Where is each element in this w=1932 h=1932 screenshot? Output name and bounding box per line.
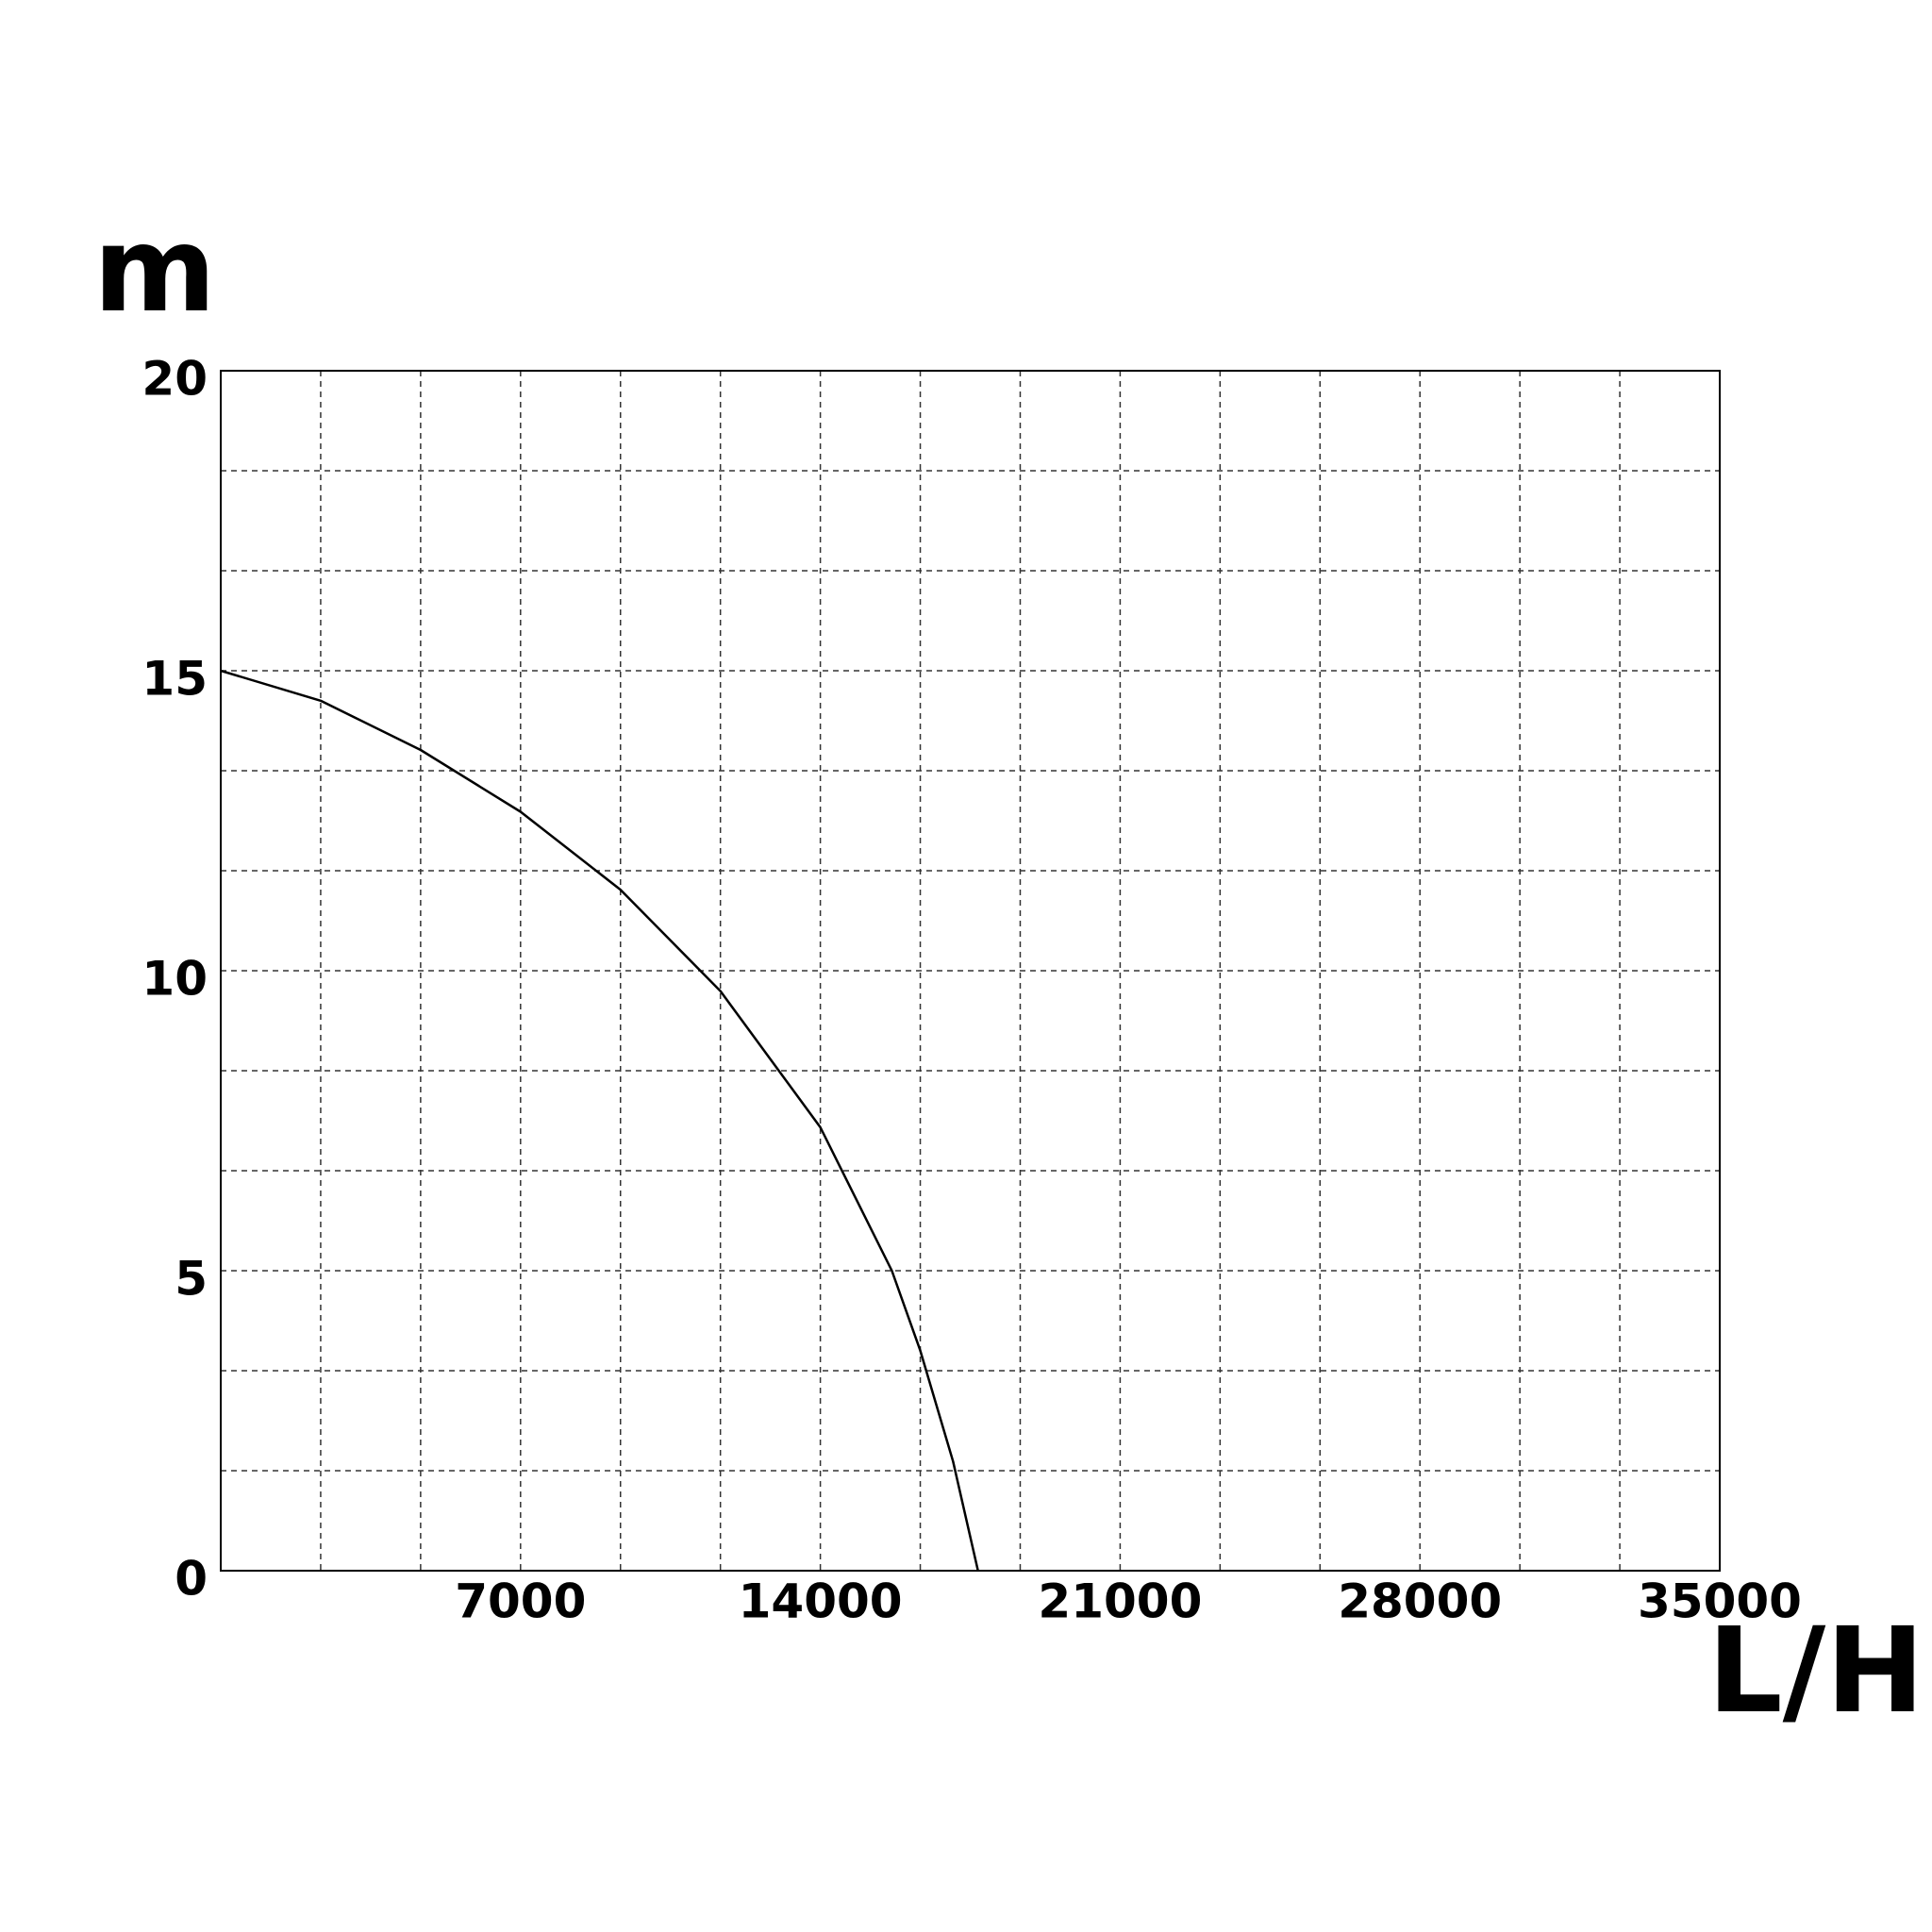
curve: [220, 669, 979, 1572]
x-axis-label: L/H: [1707, 1603, 1924, 1740]
y-tick-label: 15: [142, 652, 208, 707]
y-axis-label: m: [93, 202, 216, 339]
x-tick-label: 7000: [455, 1574, 586, 1629]
x-tick-label: 28000: [1338, 1574, 1502, 1629]
y-tick-label: 0: [175, 1552, 208, 1607]
x-tick-label: 21000: [1038, 1574, 1202, 1629]
x-tick-label: 14000: [739, 1574, 903, 1629]
y-tick-label: 20: [142, 352, 208, 407]
y-tick-label: 5: [175, 1252, 208, 1307]
x-tick-label: 35000: [1638, 1574, 1802, 1629]
y-tick-label: 10: [142, 952, 208, 1007]
plot-frame: [220, 370, 1721, 1572]
